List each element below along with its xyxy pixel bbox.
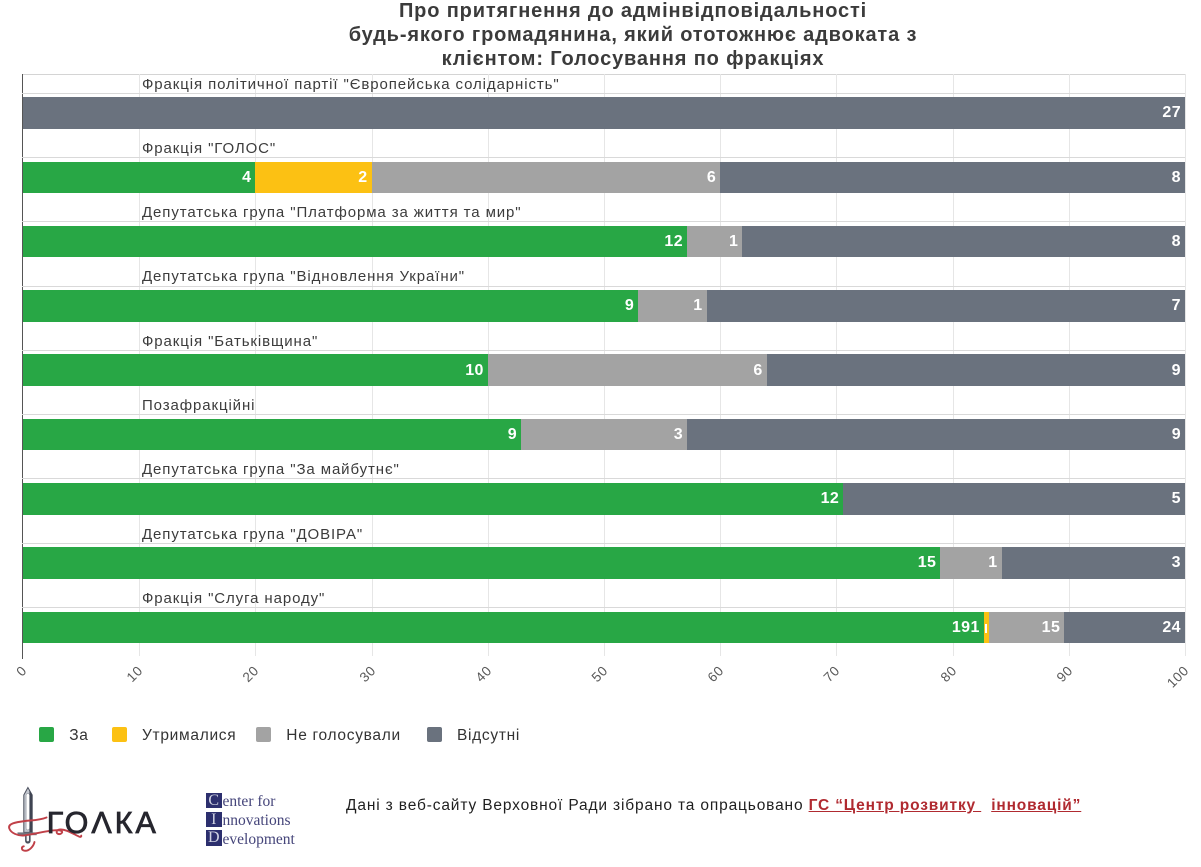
- svg-text:ГОΛКА: ГОΛКА: [47, 806, 159, 840]
